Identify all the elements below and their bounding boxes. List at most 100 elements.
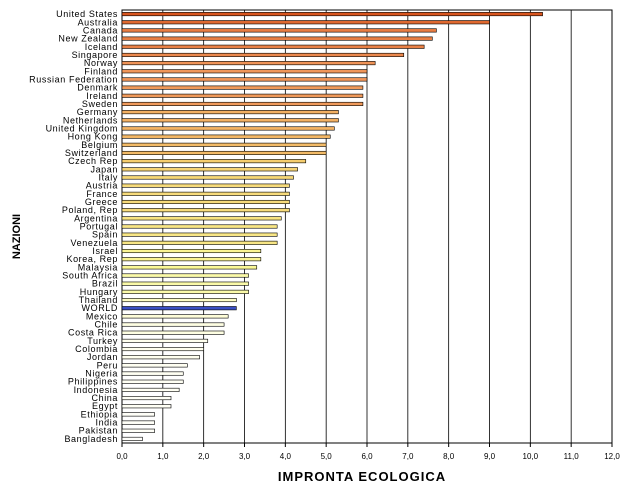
category-label: Chile — [94, 320, 118, 330]
bar — [121, 134, 331, 139]
bar-world — [121, 306, 237, 311]
bar — [121, 44, 425, 49]
y-axis-title: NAZIONI — [11, 214, 23, 259]
x-tick-label: 8,0 — [443, 452, 455, 461]
bar — [121, 77, 368, 82]
category-label: Philippines — [68, 377, 118, 387]
x-tick-label: 4,0 — [280, 452, 292, 461]
bar — [121, 363, 188, 368]
x-tick-label: 10,0 — [523, 452, 539, 461]
category-label: Poland, Rep — [62, 205, 118, 215]
bar — [121, 347, 204, 352]
bar — [121, 101, 364, 106]
category-label: Sweden — [82, 99, 118, 109]
category-label: Colombia — [75, 344, 118, 354]
bar — [121, 330, 225, 335]
category-label: India — [95, 418, 118, 428]
category-label: Venezuela — [71, 238, 118, 248]
category-label: Turkey — [87, 336, 118, 346]
category-label: Brazil — [92, 279, 118, 289]
bar — [121, 199, 290, 205]
x-tick-label: 9,0 — [484, 452, 496, 461]
category-label: Russian Federation — [29, 74, 118, 84]
bar — [121, 396, 172, 401]
bar — [121, 289, 249, 294]
bar — [121, 142, 327, 147]
category-label: Canada — [83, 25, 118, 35]
bar — [121, 265, 258, 270]
category-label: Mexico — [86, 311, 118, 321]
category-label: China — [91, 393, 118, 403]
category-label: Peru — [97, 360, 118, 370]
bar — [121, 379, 184, 384]
category-label: Australia — [78, 17, 118, 27]
category-label: Costa Rica — [68, 328, 118, 338]
category-label: Japan — [90, 164, 118, 174]
bar — [121, 52, 405, 57]
bar — [121, 322, 225, 327]
bar — [121, 69, 368, 74]
bar — [121, 36, 433, 41]
bar — [121, 61, 376, 66]
category-label: Israel — [92, 246, 118, 256]
category-label: Belgium — [81, 140, 118, 150]
category-label: Korea, Rep — [66, 254, 118, 264]
x-tick-label: 3,0 — [239, 452, 251, 461]
category-label: Ethiopia — [81, 409, 118, 419]
category-label: Hungary — [80, 287, 118, 297]
category-label: Spain — [92, 230, 118, 240]
bar — [121, 20, 490, 25]
category-label: Egypt — [92, 401, 118, 411]
x-tick-label: 2,0 — [198, 452, 210, 461]
bar — [121, 216, 282, 221]
bar — [121, 183, 290, 188]
category-label: Thailand — [79, 295, 118, 305]
category-label: Norway — [84, 58, 118, 68]
category-label: Ireland — [86, 91, 118, 101]
bar — [121, 93, 364, 98]
category-label: Czech Rep — [68, 156, 118, 166]
bar — [121, 338, 209, 343]
bar — [121, 387, 180, 392]
bar — [121, 191, 290, 196]
bar — [121, 208, 290, 213]
category-label: United States — [56, 9, 118, 19]
category-label: Portugal — [80, 222, 118, 232]
bar — [121, 150, 327, 155]
category-label: Bangladesh — [64, 434, 118, 444]
category-label: Netherlands — [63, 115, 118, 125]
bar — [121, 167, 298, 172]
bar — [121, 298, 237, 303]
category-label: Finland — [84, 66, 118, 76]
bar — [121, 428, 155, 433]
bar — [121, 257, 262, 262]
bar — [121, 175, 294, 180]
category-label: Argentina — [74, 213, 118, 223]
bar — [121, 404, 172, 409]
bar — [121, 240, 278, 245]
bar — [121, 224, 278, 229]
bar — [121, 118, 339, 123]
bar — [121, 314, 229, 319]
category-label: Pakistan — [79, 426, 118, 436]
category-label: South Africa — [62, 271, 118, 281]
category-label: Malaysia — [78, 262, 118, 272]
x-tick-label: 11,0 — [564, 452, 580, 461]
category-label: Hong Kong — [68, 132, 118, 142]
x-tick-label: 1,0 — [157, 452, 169, 461]
bar — [121, 436, 143, 441]
category-label: France — [86, 189, 118, 199]
bar — [121, 420, 155, 425]
category-label: Germany — [77, 107, 118, 117]
x-axis-title: IMPRONTA ECOLOGICA — [278, 469, 446, 484]
category-label: Jordan — [87, 352, 118, 362]
bar — [121, 126, 335, 131]
category-label: Iceland — [85, 42, 118, 52]
bar — [121, 28, 437, 33]
category-label: Austria — [86, 181, 118, 191]
category-label: Nigeria — [85, 369, 118, 379]
x-tick-label: 12,0 — [604, 452, 620, 461]
category-label: WORLD — [82, 303, 119, 313]
